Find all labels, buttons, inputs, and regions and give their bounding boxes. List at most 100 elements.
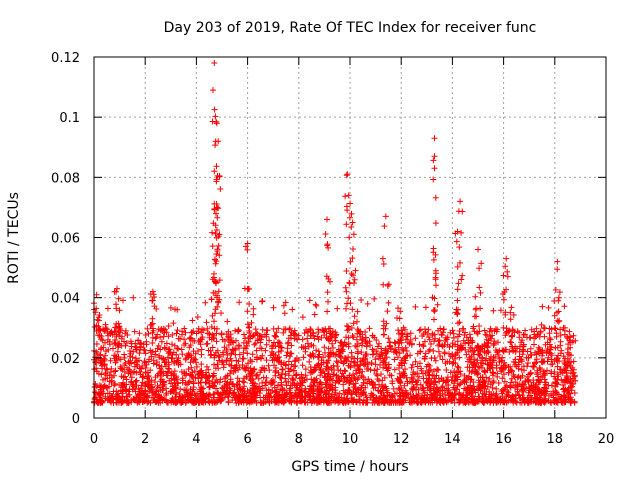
data-point (398, 339, 405, 346)
data-point (126, 386, 133, 393)
data-point (504, 388, 511, 395)
data-point (169, 331, 176, 338)
data-point (128, 378, 135, 385)
data-point (406, 399, 413, 406)
data-point (558, 377, 565, 384)
data-point (235, 395, 242, 402)
data-point (524, 348, 531, 355)
data-point (93, 368, 100, 375)
data-point (315, 348, 322, 355)
data-point (181, 325, 188, 332)
data-point (352, 267, 359, 274)
data-point (156, 362, 163, 369)
data-point (324, 387, 331, 394)
data-point (499, 347, 506, 354)
data-point (259, 385, 266, 392)
data-point (567, 394, 574, 401)
data-point (350, 371, 357, 378)
data-point (179, 351, 186, 358)
data-point (327, 336, 334, 343)
data-point (160, 325, 167, 332)
data-point (351, 276, 358, 283)
data-point (154, 359, 160, 365)
data-point (271, 396, 278, 403)
data-point (330, 344, 336, 351)
data-point (172, 394, 179, 400)
data-point (139, 387, 146, 394)
data-point (151, 303, 158, 310)
data-point (403, 391, 410, 398)
data-point (286, 325, 293, 332)
x-tick-label: 2 (141, 432, 149, 447)
data-point (555, 391, 562, 398)
data-point (193, 330, 200, 337)
data-point (424, 384, 431, 391)
data-point (332, 384, 339, 391)
data-point (301, 330, 308, 337)
data-point (111, 382, 117, 389)
data-point (484, 361, 491, 367)
data-point (450, 359, 457, 366)
data-point (512, 395, 519, 402)
data-point (168, 370, 175, 377)
data-point (375, 387, 382, 394)
data-point (236, 351, 243, 358)
data-point (420, 342, 426, 349)
data-point (325, 298, 331, 305)
data-point (503, 255, 510, 262)
data-point (358, 372, 365, 379)
data-point (316, 390, 323, 397)
data-point (137, 344, 144, 351)
data-point (213, 120, 220, 127)
data-point (113, 393, 120, 400)
data-point (312, 301, 319, 308)
data-point (350, 231, 357, 238)
data-point (341, 391, 348, 398)
data-point (118, 342, 125, 349)
data-point (365, 376, 372, 383)
data-point (170, 398, 176, 405)
data-point (385, 299, 392, 306)
data-point (188, 398, 195, 405)
data-point (500, 324, 507, 331)
data-point (199, 374, 205, 381)
data-point (564, 355, 571, 362)
data-point (258, 334, 265, 341)
data-point (210, 391, 217, 398)
data-point (432, 276, 439, 283)
data-point (211, 318, 217, 325)
data-point (387, 399, 394, 406)
data-point (311, 335, 318, 342)
data-point (153, 334, 160, 341)
data-point (113, 288, 120, 295)
data-point (235, 381, 241, 388)
data-point (371, 397, 378, 404)
data-point (270, 304, 277, 311)
data-point (487, 365, 494, 372)
data-point (363, 343, 370, 350)
data-point (158, 338, 165, 345)
data-point (527, 370, 534, 377)
data-point (353, 391, 360, 398)
data-point (93, 291, 100, 298)
data-point (502, 384, 509, 391)
data-point (502, 364, 509, 371)
data-point (213, 330, 220, 337)
data-point (425, 334, 432, 341)
data-point (369, 382, 376, 389)
data-point (285, 339, 292, 346)
data-point (328, 382, 335, 389)
data-point (561, 399, 568, 406)
data-point (394, 354, 401, 361)
data-point (337, 350, 344, 357)
data-point (412, 371, 418, 378)
data-point (348, 377, 354, 384)
data-point (371, 334, 378, 341)
data-point (157, 346, 164, 353)
data-point (561, 367, 568, 374)
data-point (343, 221, 350, 228)
data-point (351, 313, 358, 320)
data-point (205, 366, 212, 373)
data-point (496, 395, 503, 402)
